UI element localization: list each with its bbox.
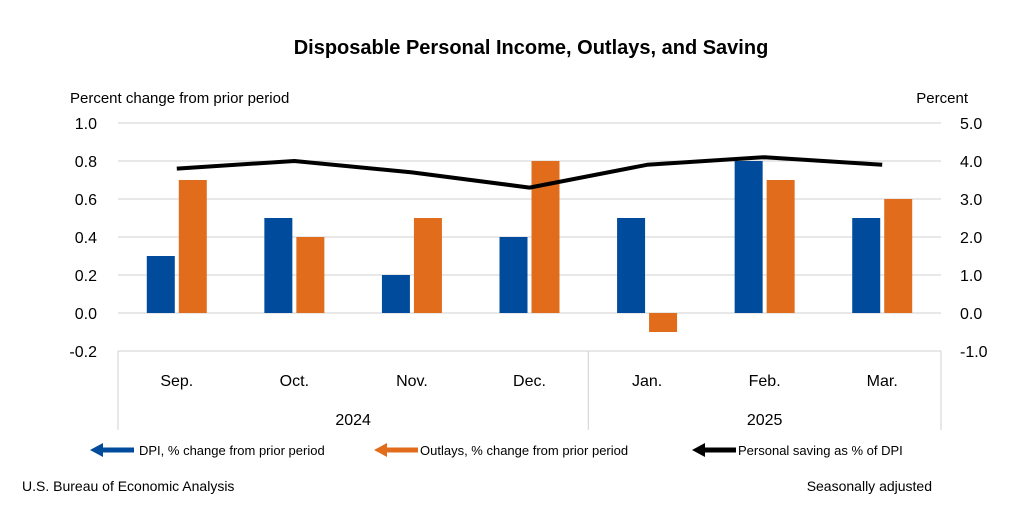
arrow-left-icon <box>692 443 705 457</box>
right-axis-label: Percent <box>916 90 969 107</box>
dpi-bar <box>852 218 881 313</box>
outlays-bar <box>766 180 795 313</box>
outlays-bar <box>649 313 678 332</box>
seasonal-note: Seasonally adjusted <box>807 478 932 494</box>
category-label: Oct. <box>280 373 309 390</box>
legend-label: Outlays, % change from prior period <box>420 443 628 458</box>
right-tick-label: 0.0 <box>960 306 982 323</box>
right-tick-label: 5.0 <box>960 116 982 133</box>
right-tick-label: 4.0 <box>960 154 982 171</box>
left-tick-label: -0.2 <box>69 344 97 361</box>
category-label: Feb. <box>749 373 781 390</box>
category-label: Nov. <box>396 373 428 390</box>
legend-label: Personal saving as % of DPI <box>738 443 903 458</box>
category-label: Dec. <box>513 373 546 390</box>
category-axis: Sep. Oct. Nov. Dec. Jan. Feb. Mar. 2024 2025 <box>117 351 942 430</box>
bars <box>146 161 913 332</box>
right-tick-label: 2.0 <box>960 230 982 247</box>
right-tick-label: 1.0 <box>960 268 982 285</box>
arrow-left-icon <box>374 443 387 457</box>
category-label: Sep. <box>160 373 193 390</box>
right-axis-ticks: 5.0 4.0 3.0 2.0 1.0 0.0 -1.0 <box>960 116 988 361</box>
dpi-bar <box>381 275 410 313</box>
year-label: 2024 <box>335 412 371 429</box>
left-tick-label: 0.4 <box>75 230 97 247</box>
arrow-left-icon <box>90 443 103 457</box>
category-label: Jan. <box>632 373 662 390</box>
legend-label: DPI, % change from prior period <box>139 443 325 458</box>
left-tick-label: 0.2 <box>75 268 97 285</box>
left-tick-label: 0.6 <box>75 192 97 209</box>
legend-item: DPI, % change from prior period <box>90 443 325 458</box>
legend-item: Outlays, % change from prior period <box>374 443 628 458</box>
left-axis-label: Percent change from prior period <box>70 90 289 107</box>
outlays-bar <box>296 237 325 313</box>
legend: DPI, % change from prior period Outlays, … <box>90 443 903 458</box>
source-note: U.S. Bureau of Economic Analysis <box>22 478 234 494</box>
dpi-bar <box>617 218 646 313</box>
saving-line-path <box>176 155 883 190</box>
outlays-bar <box>413 218 442 313</box>
left-tick-label: 1.0 <box>75 116 97 133</box>
gridlines <box>118 122 941 352</box>
outlays-bar <box>884 199 913 313</box>
left-axis-ticks: 1.0 0.8 0.6 0.4 0.2 0.0 -0.2 <box>69 116 97 361</box>
year-label: 2025 <box>747 412 783 429</box>
dpi-bar <box>734 161 763 313</box>
left-tick-label: 0.0 <box>75 306 97 323</box>
dpi-bar <box>499 237 528 313</box>
right-tick-label: -1.0 <box>960 344 988 361</box>
dpi-bar <box>146 256 175 313</box>
left-tick-label: 0.8 <box>75 154 97 171</box>
right-tick-label: 3.0 <box>960 192 982 209</box>
chart-title: Disposable Personal Income, Outlays, and… <box>294 37 769 59</box>
legend-item: Personal saving as % of DPI <box>692 443 903 458</box>
dpi-bar <box>264 218 293 313</box>
saving-line <box>176 155 883 190</box>
outlays-bar <box>178 180 207 313</box>
category-label: Mar. <box>867 373 898 390</box>
